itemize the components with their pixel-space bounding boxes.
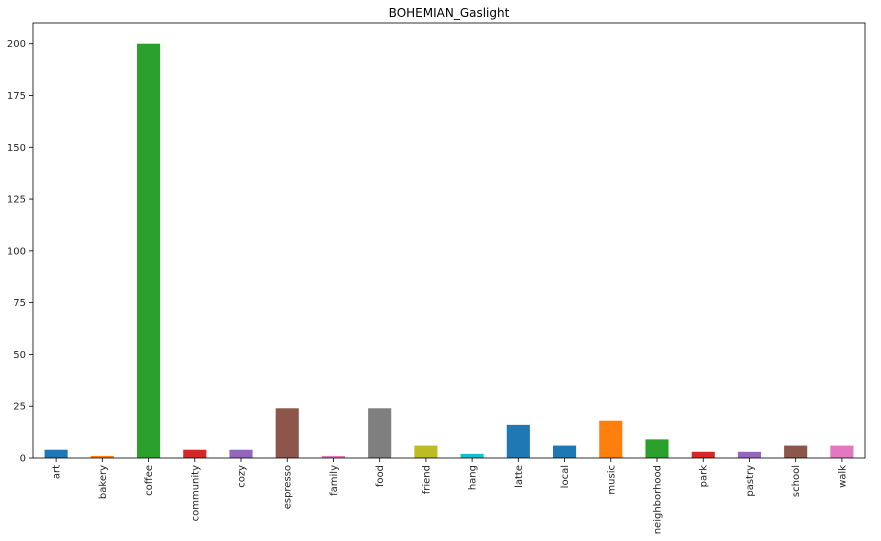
x-tick-label: cozy	[237, 465, 248, 488]
x-tick-label: espresso	[283, 465, 294, 509]
x-tick-label: family	[329, 465, 340, 496]
y-tick-label: 200	[7, 39, 26, 50]
y-tick-label: 175	[7, 91, 26, 102]
bar-walk	[830, 445, 854, 458]
bar-food	[368, 408, 392, 458]
bar-school	[784, 445, 808, 458]
y-tick-label: 125	[7, 195, 26, 206]
y-axis: 0 25 50 75 100 125 150 175 200	[7, 39, 33, 465]
bar-bakery	[90, 455, 114, 458]
chart-title: BOHEMIAN_Gaslight	[389, 6, 510, 20]
bar-neighborhood	[645, 439, 669, 458]
x-tick-label: art	[52, 465, 63, 479]
x-tick-label: pastry	[745, 465, 756, 497]
x-tick-label: latte	[514, 465, 525, 488]
y-tick-label: 25	[13, 402, 26, 413]
x-tick-label: local	[560, 465, 571, 488]
y-tick-label: 100	[7, 246, 26, 257]
x-tick-label: bakery	[98, 465, 109, 499]
y-tick-label: 150	[7, 143, 26, 154]
bar-art	[44, 449, 68, 458]
x-tick-label: hang	[468, 465, 479, 490]
bar-latte	[506, 424, 530, 458]
bar-local	[553, 445, 577, 458]
x-tick-label: neighborhood	[653, 465, 664, 534]
x-tick-label: friend	[421, 465, 432, 494]
bar-espresso	[275, 408, 299, 458]
bar-cozy	[229, 449, 253, 458]
y-tick-label: 0	[20, 454, 26, 465]
x-tick-label: food	[375, 465, 386, 487]
y-tick-label: 50	[13, 350, 26, 361]
y-tick-label: 75	[13, 298, 26, 309]
bar-hang	[460, 453, 484, 458]
x-tick-label: music	[606, 465, 617, 495]
x-tick-label: coffee	[144, 465, 155, 496]
x-tick-label: community	[190, 465, 201, 521]
bar-pastry	[737, 451, 761, 458]
bars-group	[44, 43, 854, 458]
plot-frame	[32, 22, 866, 459]
x-tick-label: park	[699, 465, 710, 488]
x-tick-label: walk	[837, 465, 848, 488]
bar-park	[691, 451, 715, 458]
bar-family	[321, 455, 345, 458]
x-tick-label: school	[791, 465, 802, 497]
x-axis: art bakery coffee community cozy espresso fami…	[52, 458, 848, 534]
bar-friend	[414, 445, 438, 458]
bar-music	[599, 420, 623, 458]
bar-coffee	[137, 43, 161, 458]
bar-community	[183, 449, 207, 458]
